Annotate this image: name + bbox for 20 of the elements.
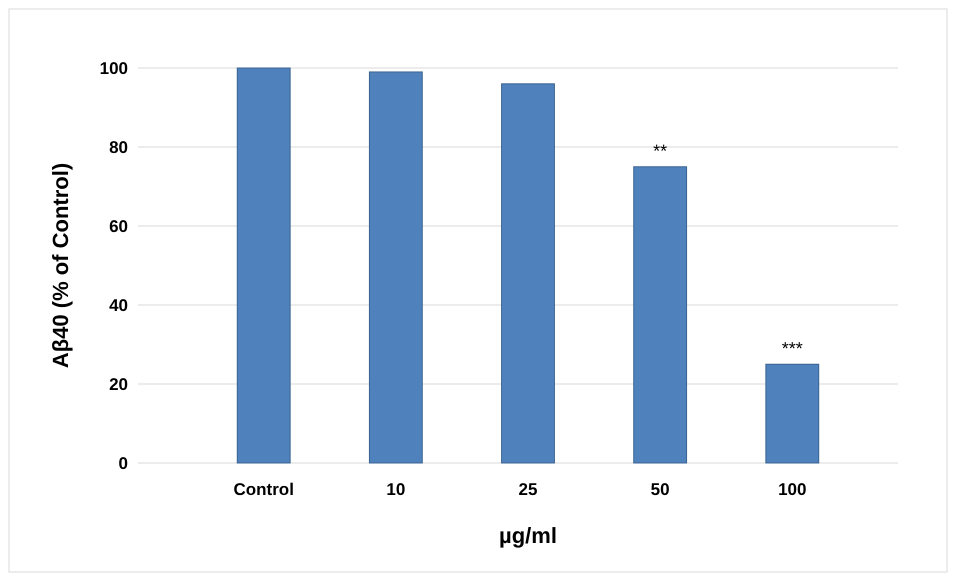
y-tick-label: 100: [100, 58, 128, 78]
x-tick-label: 100: [778, 480, 806, 499]
x-tick-label: Control: [233, 480, 294, 499]
bar: [236, 68, 291, 464]
y-axis-title: Aβ40 (% of Control): [48, 162, 73, 368]
bar: [501, 83, 555, 464]
y-tick-label: 0: [118, 454, 128, 473]
y-tick-label: 60: [109, 216, 128, 236]
y-tick-label: 80: [109, 138, 128, 157]
x-tick-label: 25: [518, 480, 538, 499]
bar: [368, 71, 423, 464]
x-tick-label: 50: [650, 480, 670, 499]
annotation: ***: [782, 338, 803, 358]
annotation: **: [653, 140, 668, 161]
x-axis-title: µg/ml: [499, 523, 557, 548]
bar: [633, 166, 688, 464]
x-tick-label: 10: [386, 480, 406, 499]
y-tick-label: 20: [109, 374, 128, 394]
bar: [765, 364, 820, 464]
y-tick-label: 40: [109, 296, 128, 315]
